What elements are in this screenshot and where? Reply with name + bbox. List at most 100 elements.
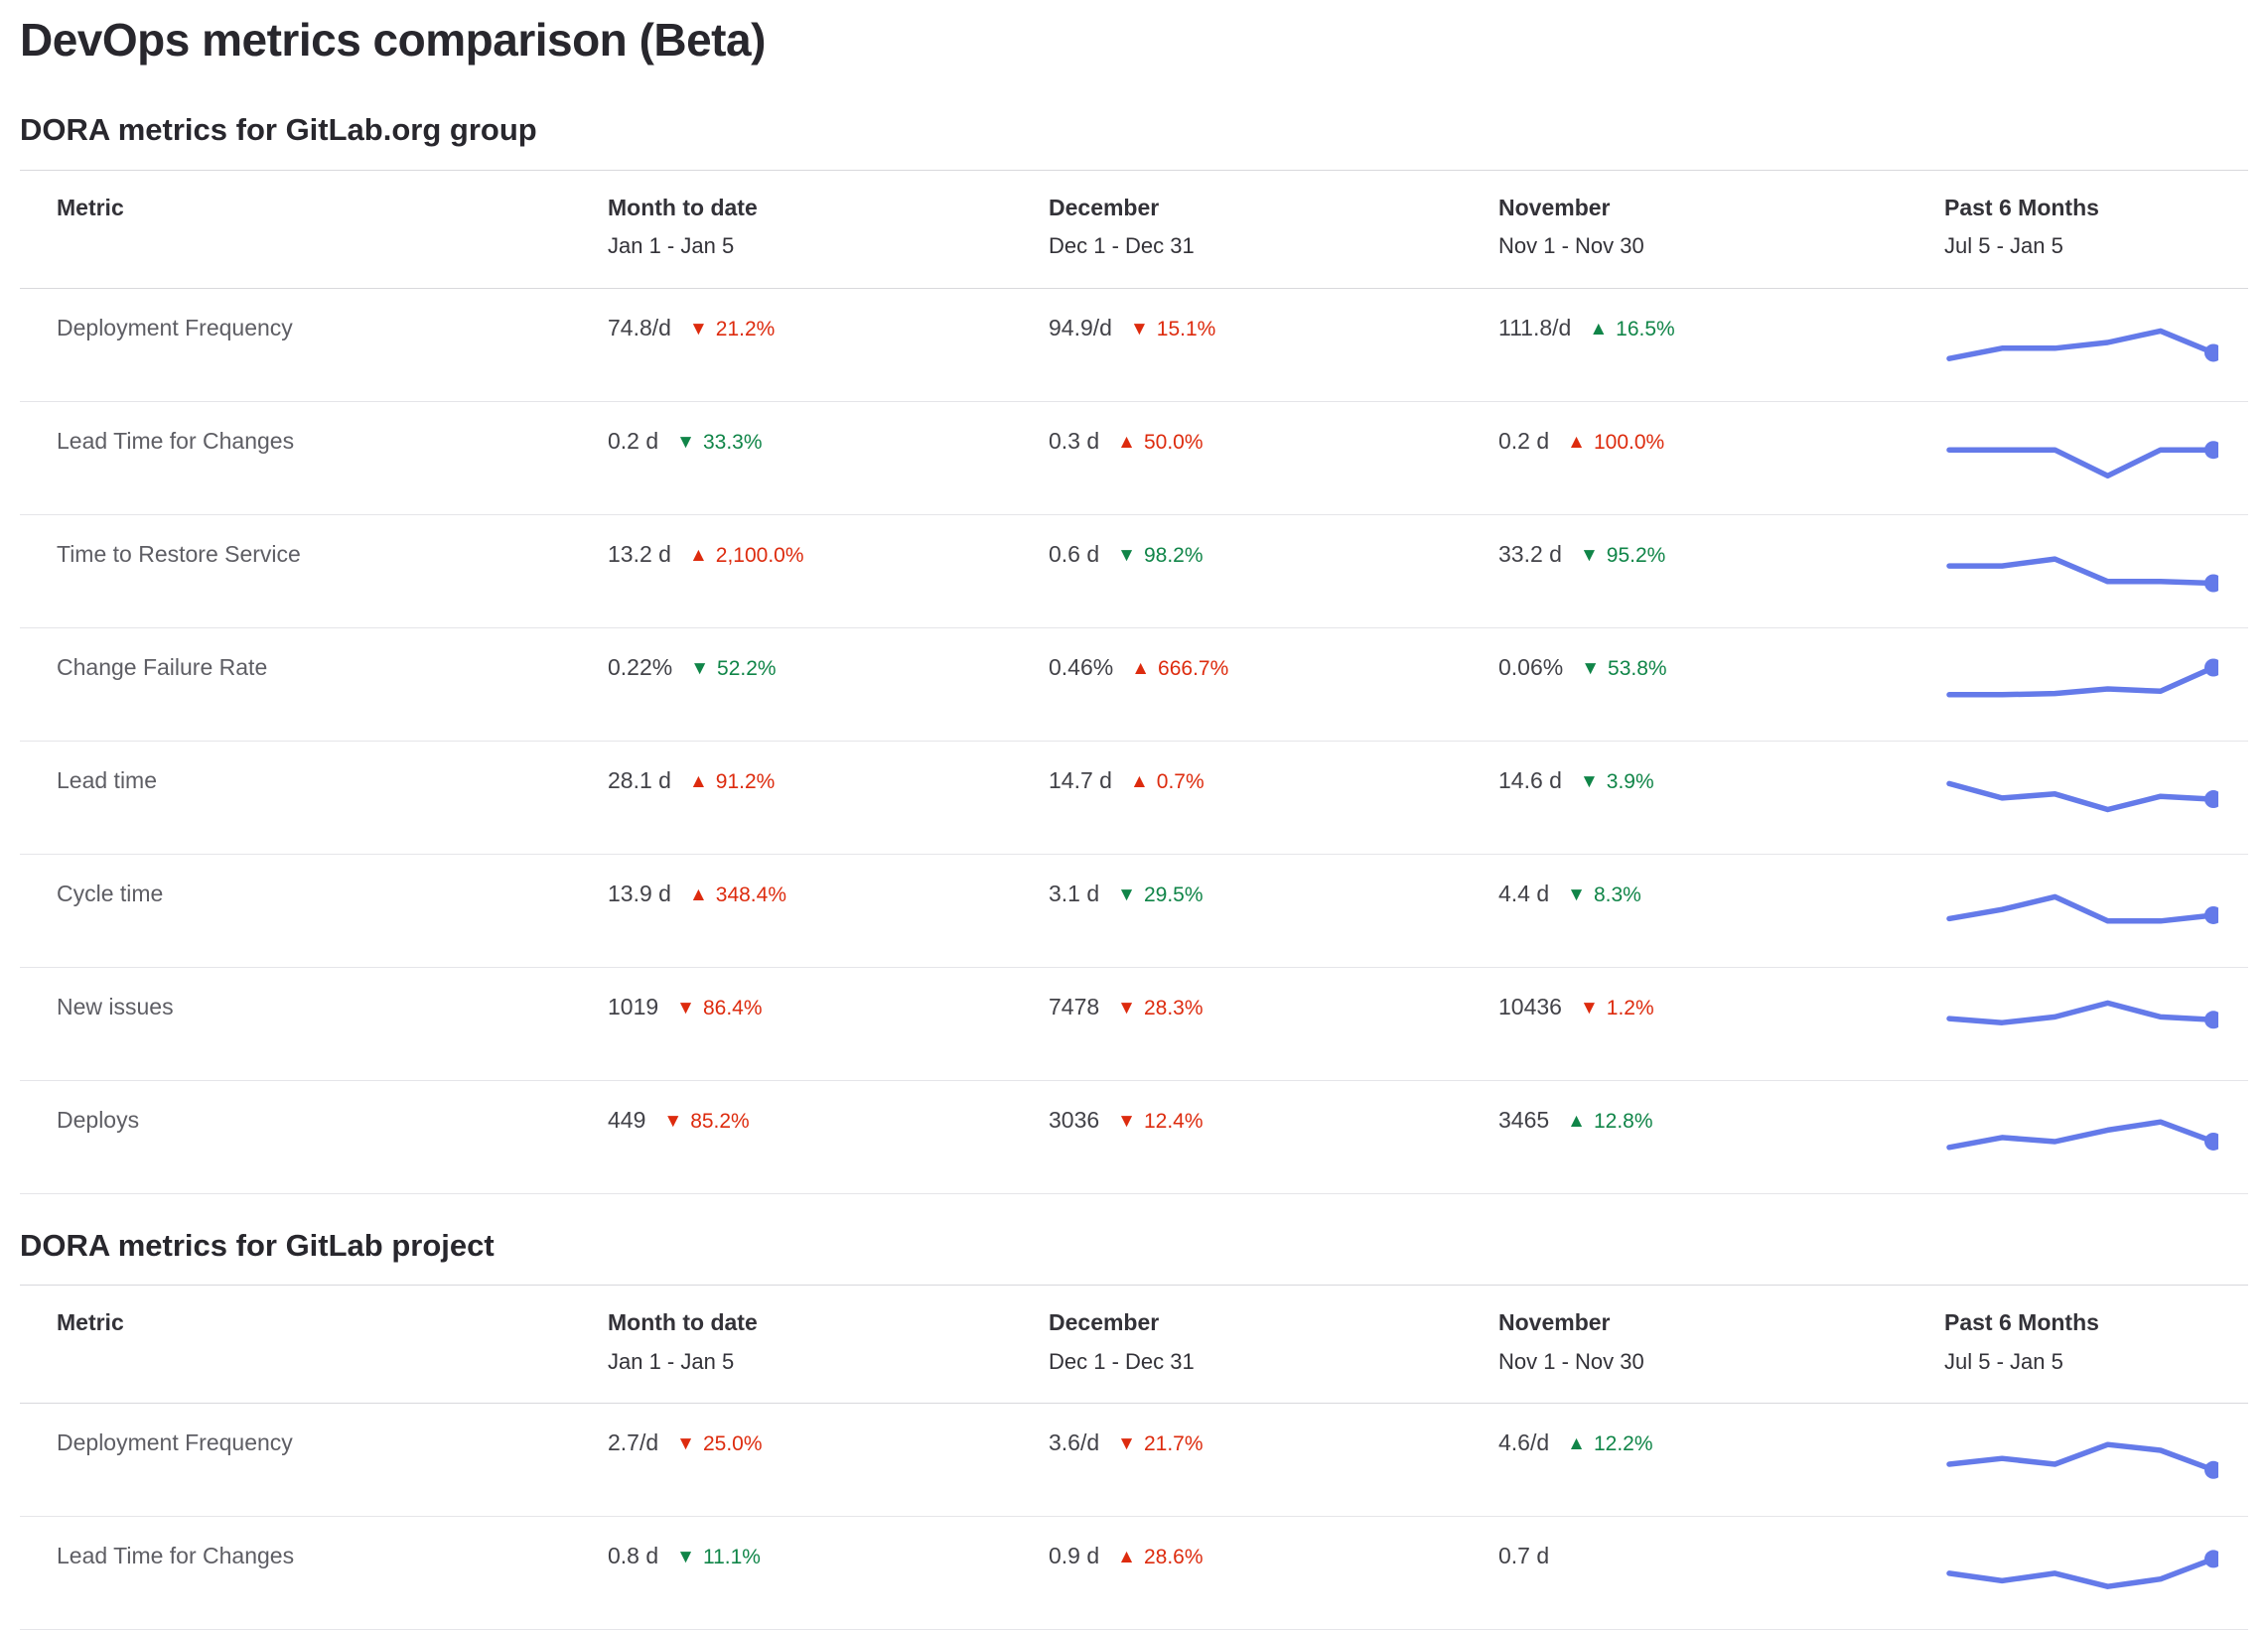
change-badge: ▼ 11.1% <box>676 1546 761 1569</box>
metrics-sections: DORA metrics for GitLab.org group Metric M… <box>20 112 2248 1630</box>
trend-down-icon: ▼ <box>1581 657 1601 679</box>
column-header: Metric <box>20 1309 608 1375</box>
change-percent: 29.5% <box>1143 883 1204 906</box>
sparkline-end-dot <box>2204 789 2218 808</box>
change-badge: ▲ 50.0% <box>1117 431 1203 455</box>
metric-value: 0.9 d <box>1049 1543 1100 1569</box>
sparkline-chart[interactable] <box>1944 1420 2218 1495</box>
column-header: Month to date Jan 1 - Jan 5 <box>608 195 1049 260</box>
metric-name: Lead Time for Changes <box>57 1543 295 1569</box>
value-cell: 0.46% ▲ 666.7% <box>1049 628 1498 741</box>
change-badge: ▼ 95.2% <box>1580 544 1665 568</box>
change-percent: 98.2% <box>1143 543 1204 567</box>
change-badge: ▲ 2,100.0% <box>689 544 804 568</box>
metric-value: 74.8/d <box>608 314 671 340</box>
change-badge: ▲ 100.0% <box>1567 431 1664 455</box>
trend-down-icon: ▼ <box>688 318 708 340</box>
column-header-label: Month to date <box>608 1309 758 1336</box>
metric-cell: Time to Restore Service <box>20 515 608 627</box>
change-badge: ▼ 25.0% <box>676 1432 762 1456</box>
value-cell: 0.2 d ▼ 33.3% <box>608 402 1049 514</box>
change-percent: 25.0% <box>702 1432 763 1456</box>
value-cell: 0.6 d ▼ 98.2% <box>1049 515 1498 627</box>
change-percent: 50.0% <box>1143 430 1204 454</box>
metric-cell: Deployment Frequency <box>20 289 608 401</box>
column-header-date-range: Dec 1 - Dec 31 <box>1049 1348 1195 1374</box>
metric-value: 3036 <box>1049 1106 1100 1133</box>
trend-up-icon: ▲ <box>1117 1547 1136 1568</box>
metric-cell: Deployment Frequency <box>20 1404 608 1516</box>
metric-cell: New issues <box>20 968 608 1080</box>
column-header: Past 6 Months Jul 5 - Jan 5 <box>1944 195 2248 260</box>
trend-down-icon: ▼ <box>676 1433 695 1455</box>
column-header-label: November <box>1498 194 1611 220</box>
table-header-row: Metric Month to date Jan 1 - Jan 5 December… <box>20 1286 2248 1405</box>
change-percent: 21.2% <box>715 317 776 340</box>
change-percent: 3.9% <box>1606 769 1654 793</box>
trend-down-icon: ▼ <box>676 997 695 1019</box>
sparkline-cell <box>1944 628 2248 741</box>
column-header-label: Month to date <box>608 194 758 220</box>
metric-value: 3465 <box>1498 1106 1550 1133</box>
sparkline-chart[interactable] <box>1944 418 2218 493</box>
sparkline-chart[interactable] <box>1944 757 2218 833</box>
metric-name: Deployment Frequency <box>57 314 293 340</box>
metric-value: 111.8/d <box>1498 314 1572 340</box>
sparkline-cell <box>1944 1517 2248 1629</box>
change-percent: 53.8% <box>1608 656 1667 680</box>
sparkline-chart[interactable] <box>1944 984 2218 1059</box>
change-percent: 12.8% <box>1593 1109 1653 1133</box>
metric-cell: Cycle time <box>20 855 608 967</box>
trend-down-icon: ▼ <box>1117 997 1136 1019</box>
sparkline-chart[interactable] <box>1944 531 2218 607</box>
change-badge: ▼ 3.9% <box>1580 770 1654 794</box>
trend-down-icon: ▼ <box>1117 544 1136 566</box>
dora-metrics-table: Metric Month to date Jan 1 - Jan 5 December… <box>20 169 2248 1194</box>
trend-down-icon: ▼ <box>1567 883 1586 905</box>
value-cell: 3.6/d ▼ 21.7% <box>1049 1404 1498 1516</box>
sparkline-chart[interactable] <box>1944 305 2218 380</box>
column-header-date-range: Jul 5 - Jan 5 <box>1944 233 2063 259</box>
sparkline-chart[interactable] <box>1944 1097 2218 1172</box>
sparkline-end-dot <box>2204 905 2218 924</box>
metric-value: 14.6 d <box>1498 766 1562 793</box>
change-percent: 666.7% <box>1158 656 1229 680</box>
metric-value: 0.2 d <box>1498 427 1550 454</box>
metric-value: 0.06% <box>1498 653 1564 680</box>
metric-value: 0.2 d <box>608 427 659 454</box>
change-badge: ▼ 1.2% <box>1580 997 1654 1020</box>
change-percent: 16.5% <box>1616 317 1675 340</box>
metric-value: 0.6 d <box>1049 540 1100 567</box>
value-cell: 33.2 d ▼ 95.2% <box>1498 515 1944 627</box>
change-badge: ▼ 52.2% <box>690 657 776 681</box>
trend-up-icon: ▲ <box>688 770 708 792</box>
metric-value: 3.6/d <box>1049 1429 1100 1456</box>
metric-value: 28.1 d <box>608 766 671 793</box>
change-percent: 11.1% <box>702 1546 761 1569</box>
metric-name: Deploys <box>57 1106 140 1133</box>
sparkline-cell <box>1944 1081 2248 1193</box>
sparkline-cell <box>1944 742 2248 854</box>
column-header: December Dec 1 - Dec 31 <box>1049 1309 1498 1375</box>
trend-down-icon: ▼ <box>1129 318 1149 340</box>
trend-down-icon: ▼ <box>1579 544 1599 566</box>
change-percent: 12.4% <box>1143 1109 1204 1133</box>
metric-cell: Change Failure Rate <box>20 628 608 741</box>
value-cell: 4.4 d ▼ 8.3% <box>1498 855 1944 967</box>
sparkline-chart[interactable] <box>1944 871 2218 946</box>
change-badge: ▲ 12.8% <box>1567 1110 1652 1134</box>
table-row: Lead time 28.1 d ▲ 91.2% 14.7 d ▲ 0.7% 14.6 d ▼ 3… <box>20 742 2248 855</box>
table-row: Time to Restore Service 13.2 d ▲ 2,100.0% 0.… <box>20 515 2248 628</box>
value-cell: 449 ▼ 85.2% <box>608 1081 1049 1193</box>
value-cell: 0.22% ▼ 52.2% <box>608 628 1049 741</box>
metric-value: 13.2 d <box>608 540 671 567</box>
change-badge: ▲ 348.4% <box>689 883 786 907</box>
change-percent: 91.2% <box>715 769 776 793</box>
sparkline-chart[interactable] <box>1944 644 2218 720</box>
metric-name: Lead Time for Changes <box>57 427 295 454</box>
metric-value: 1019 <box>608 993 659 1019</box>
sparkline-chart[interactable] <box>1944 1533 2218 1608</box>
column-header-label: December <box>1049 1309 1160 1336</box>
value-cell: 0.9 d ▲ 28.6% <box>1049 1517 1498 1629</box>
page-title: DevOps metrics comparison (Beta) <box>20 14 766 66</box>
